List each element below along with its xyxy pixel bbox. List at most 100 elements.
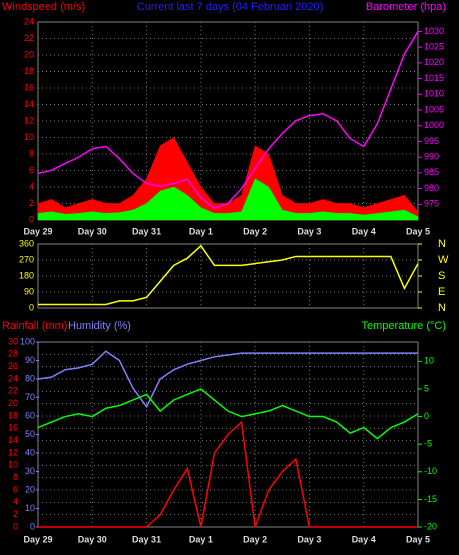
- y-tick-label: 8: [13, 472, 18, 482]
- y3-tick-label: 10: [25, 503, 35, 513]
- y2-tick-label: 0: [424, 411, 429, 421]
- y-tick-label: 18: [8, 410, 18, 420]
- x-tick-label: Day 2: [243, 226, 267, 236]
- y-tick-label: 12: [8, 447, 18, 457]
- y2-tick-label: W: [438, 254, 449, 266]
- y-tick-label: 0: [13, 521, 18, 531]
- y2-tick-label: -15: [424, 494, 437, 504]
- series-line: [38, 420, 418, 528]
- y2-tick-label: 975: [424, 199, 439, 209]
- y2-tick-label: 985: [424, 167, 439, 177]
- y2-tick-label: 1005: [424, 104, 444, 114]
- y-tick-label: 4: [13, 497, 18, 507]
- y2-tick-label: 1020: [424, 57, 444, 67]
- y3-axis-label: Humidity (%): [68, 320, 131, 332]
- x-tick-label: Day 5: [406, 226, 430, 236]
- y2-tick-label: -10: [424, 466, 437, 476]
- y-tick-label: 14: [8, 435, 18, 445]
- y-tick-label: 270: [19, 254, 34, 264]
- x-tick-label: Day 1: [189, 226, 213, 236]
- y-tick-label: 20: [8, 398, 18, 408]
- y2-axis-label: Temperature (°C): [362, 320, 446, 332]
- y2-tick-label: 5: [424, 383, 429, 393]
- series-area: [37, 137, 419, 221]
- y2-tick-label: 1000: [424, 120, 444, 130]
- y-tick-label: 26: [8, 361, 18, 371]
- y3-tick-label: 70: [25, 392, 35, 402]
- series-line: [37, 350, 418, 409]
- y-tick-label: 30: [8, 336, 18, 346]
- y-axis-label: Rainfall (mm): [2, 320, 67, 332]
- y3-tick-label: 20: [25, 484, 35, 494]
- y2-tick-label: 995: [424, 136, 439, 146]
- series-area: [37, 178, 419, 221]
- x-tick-label: Day 3: [297, 226, 321, 236]
- y-tick-label: 2: [29, 198, 34, 208]
- y3-tick-label: 40: [25, 447, 35, 457]
- y2-tick-label: E: [438, 286, 445, 298]
- y-tick-label: 2: [13, 509, 18, 519]
- y-tick-label: 24: [24, 16, 34, 26]
- y3-tick-label: 80: [25, 373, 35, 383]
- y-tick-label: 180: [19, 270, 34, 280]
- x-tick-label: Day 30: [78, 534, 107, 544]
- y-tick-label: 20: [24, 49, 34, 59]
- x-tick-label: Day 30: [78, 226, 107, 236]
- y2-tick-label: 990: [424, 152, 439, 162]
- y-tick-label: 28: [8, 349, 18, 359]
- y-tick-label: 12: [24, 115, 34, 125]
- y-axis-label: Windspeed (m/s): [2, 1, 85, 13]
- y-tick-label: 16: [24, 82, 34, 92]
- y2-tick-label: N: [438, 302, 446, 314]
- y2-tick-label: 10: [424, 356, 434, 366]
- y-tick-label: 8: [29, 148, 34, 158]
- chart-title: Current last 7 days (04 Februari 2020): [137, 1, 323, 13]
- y-tick-label: 0: [29, 214, 34, 224]
- y2-tick-label: N: [438, 238, 446, 250]
- x-tick-label: Day 4: [352, 226, 376, 236]
- series-line: [38, 244, 419, 306]
- y-tick-label: 10: [24, 132, 34, 142]
- x-tick-label: Day 2: [243, 534, 267, 544]
- y2-tick-label: -20: [424, 521, 437, 531]
- series-line: [37, 31, 419, 210]
- x-tick-label: Day 31: [132, 534, 161, 544]
- y2-tick-label: 1010: [424, 89, 444, 99]
- y3-tick-label: 90: [25, 355, 35, 365]
- y3-tick-label: 60: [25, 410, 35, 420]
- y2-tick-label: 980: [424, 183, 439, 193]
- x-tick-label: Day 3: [297, 534, 321, 544]
- y-tick-label: 22: [8, 386, 18, 396]
- y-tick-label: 6: [29, 165, 34, 175]
- y-tick-label: 10: [8, 460, 18, 470]
- y-tick-label: 24: [8, 373, 18, 383]
- x-tick-label: Day 29: [23, 534, 52, 544]
- y-tick-label: 16: [8, 423, 18, 433]
- y-tick-label: 90: [24, 286, 34, 296]
- y-tick-label: 0: [29, 302, 34, 312]
- y3-tick-label: 30: [25, 466, 35, 476]
- y-tick-label: 18: [24, 66, 34, 76]
- y-tick-label: 4: [29, 181, 34, 191]
- y3-tick-label: 0: [30, 521, 35, 531]
- y2-tick-label: 1015: [424, 73, 444, 83]
- y-tick-label: 360: [19, 238, 34, 248]
- x-tick-label: Day 29: [23, 226, 52, 236]
- y-tick-label: 14: [24, 99, 34, 109]
- x-tick-label: Day 31: [132, 226, 161, 236]
- y-tick-label: 22: [24, 33, 34, 43]
- y3-tick-label: 50: [25, 429, 35, 439]
- y2-tick-label: 1025: [424, 42, 444, 52]
- x-tick-label: Day 5: [406, 534, 430, 544]
- y3-tick-label: 100: [20, 336, 35, 346]
- y2-tick-label: -5: [424, 439, 432, 449]
- x-tick-label: Day 4: [352, 534, 376, 544]
- series-line: [37, 388, 419, 440]
- y2-tick-label: S: [438, 270, 445, 282]
- y2-tick-label: 1030: [424, 26, 444, 36]
- y-tick-label: 6: [13, 484, 18, 494]
- x-tick-label: Day 1: [189, 534, 213, 544]
- y2-axis-label: Barometer (hpa): [366, 1, 446, 13]
